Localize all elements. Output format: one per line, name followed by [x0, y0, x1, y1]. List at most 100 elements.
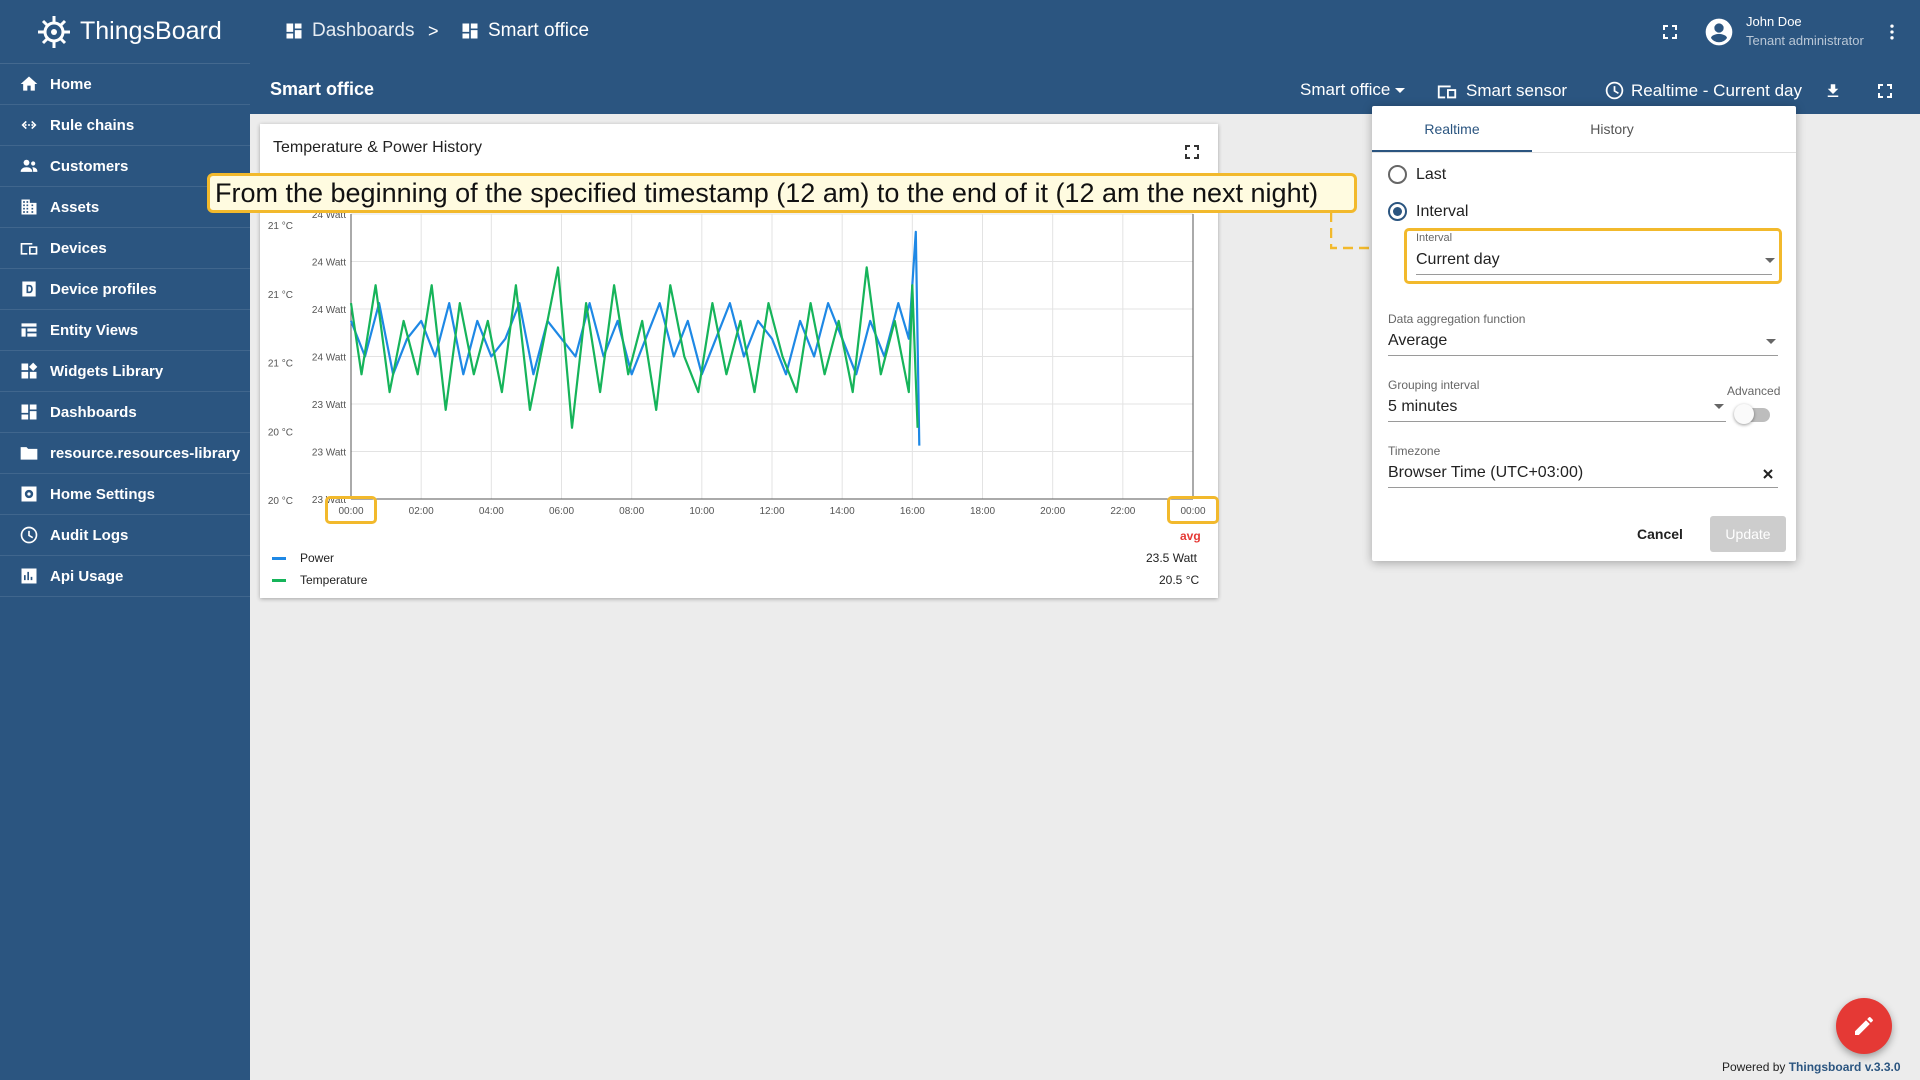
radio-last[interactable]: Last — [1388, 165, 1446, 184]
x-tick-label: 06:00 — [549, 506, 574, 517]
sidebar-item-resources-library[interactable]: resource.resources-library — [0, 433, 250, 474]
breadcrumb-root-label: Dashboards — [312, 20, 415, 41]
update-button[interactable]: Update — [1710, 516, 1786, 552]
sidebar-item-home-settings[interactable]: Home Settings — [0, 474, 250, 515]
user-role: Tenant administrator — [1746, 33, 1864, 48]
dashboards-icon — [462, 23, 478, 39]
entity-alias-button[interactable]: Smart sensor — [1436, 80, 1567, 102]
x-tick-label: 14:00 — [830, 506, 855, 517]
sidebar-item-entity-views[interactable]: Entity Views — [0, 310, 250, 351]
powered-by-link[interactable]: Thingsboard v.3.3.0 — [1788, 1060, 1901, 1074]
y-right-tick-label: 24 Watt — [312, 353, 346, 364]
x-tick-label: 10:00 — [689, 506, 714, 517]
timewindow-button[interactable]: Realtime - Current day — [1604, 80, 1802, 101]
user-info[interactable]: John Doe Tenant administrator — [1746, 14, 1864, 48]
active-tab-indicator — [1372, 150, 1532, 152]
x-tick-label: 04:00 — [479, 506, 504, 517]
field-value: Browser Time (UTC+03:00) — [1388, 464, 1584, 481]
field-underline — [1388, 487, 1778, 488]
sidebar-item-label: Dashboards — [50, 403, 137, 421]
legend-row-power[interactable]: Power — [272, 551, 334, 565]
advanced-toggle-knob[interactable] — [1734, 404, 1754, 424]
sidebar-item-label: Rule chains — [50, 116, 135, 134]
legend-value-power: 23.5 Watt — [1146, 551, 1197, 565]
user-name: John Doe — [1746, 14, 1802, 29]
breadcrumb-separator: > — [428, 21, 439, 41]
nav-list: Home Rule chains Customers Assets Device… — [0, 64, 250, 597]
sidebar-item-customers[interactable]: Customers — [0, 146, 250, 187]
edit-fab-button[interactable] — [1836, 998, 1892, 1054]
sidebar-item-home[interactable]: Home — [0, 64, 250, 105]
sidebar-item-assets[interactable]: Assets — [0, 187, 250, 228]
highlight-interval-field — [1404, 228, 1782, 284]
entity-views-icon — [18, 319, 40, 341]
x-tick-label: 22:00 — [1110, 506, 1135, 517]
sidebar-item-label: Entity Views — [50, 321, 139, 339]
widget-fullscreen-icon[interactable] — [1184, 144, 1200, 160]
sidebar-item-widgets-library[interactable]: Widgets Library — [0, 351, 250, 392]
app-name: ThingsBoard — [80, 17, 222, 45]
dropdown-arrow-icon — [1765, 258, 1775, 263]
home-icon — [18, 73, 40, 95]
field-value: Average — [1388, 332, 1448, 349]
sidebar-item-label: Home Settings — [50, 485, 156, 503]
radio-unchecked-icon — [1388, 165, 1407, 184]
dashboards-icon — [286, 23, 302, 39]
dashboard-title: Smart office — [270, 79, 375, 99]
download-icon[interactable] — [1824, 82, 1842, 100]
sidebar: ThingsBoard Home Rule chains Customers A… — [0, 0, 250, 1080]
fullscreen-icon[interactable] — [1877, 83, 1893, 99]
more-vert-icon[interactable] — [1882, 22, 1902, 42]
legend-swatch — [272, 556, 286, 560]
clear-icon[interactable] — [1762, 468, 1774, 480]
cancel-button[interactable]: Cancel — [1637, 526, 1683, 542]
sidebar-item-api-usage[interactable]: Api Usage — [0, 556, 250, 597]
logo[interactable]: ThingsBoard — [0, 0, 250, 64]
legend-row-temperature[interactable]: Temperature — [272, 573, 367, 587]
tab-realtime[interactable]: Realtime — [1424, 121, 1480, 137]
field-underline — [1388, 355, 1778, 356]
audit-logs-icon — [18, 524, 40, 546]
field-label: Interval — [1416, 232, 1453, 244]
sidebar-item-label: Device profiles — [50, 280, 157, 298]
sidebar-item-label: Customers — [50, 157, 129, 175]
widgets-library-icon — [18, 360, 40, 382]
field-value: 5 minutes — [1388, 398, 1458, 415]
fullscreen-icon[interactable] — [1662, 24, 1678, 40]
devices-icon — [1437, 85, 1457, 99]
dropdown-arrow-icon — [1714, 404, 1724, 409]
legend-name: Power — [300, 551, 335, 565]
series-line-temperature — [349, 266, 919, 429]
x-tick-label: 00:00 — [338, 506, 363, 517]
state-select[interactable]: Smart office — [1300, 80, 1406, 100]
device-profiles-icon — [18, 278, 40, 300]
radio-interval[interactable]: Interval — [1388, 202, 1468, 221]
dashboard-toolbar: Smart office Smart office Smart sensor R… — [250, 64, 1920, 114]
sidebar-item-label: Home — [50, 75, 92, 93]
y-right-tick-label: 24 Watt — [312, 305, 346, 316]
api-usage-icon — [18, 565, 40, 587]
state-select-value: Smart office — [1300, 80, 1391, 99]
sidebar-item-device-profiles[interactable]: Device profiles — [0, 269, 250, 310]
sidebar-item-devices[interactable]: Devices — [0, 228, 250, 269]
timewindow-panel: Realtime History Last Interval Interval … — [1372, 106, 1796, 561]
sidebar-item-audit-logs[interactable]: Audit Logs — [0, 515, 250, 556]
breadcrumb-dashboards[interactable]: Dashboards — [284, 20, 414, 42]
sidebar-item-rule-chains[interactable]: Rule chains — [0, 105, 250, 146]
breadcrumb-current-label: Smart office — [488, 20, 590, 41]
tab-history[interactable]: History — [1590, 121, 1634, 137]
field-value: Current day — [1416, 251, 1500, 268]
radio-label: Interval — [1416, 202, 1469, 220]
timewindow-label: Realtime - Current day — [1631, 80, 1803, 100]
account-icon[interactable] — [1703, 16, 1735, 48]
y-right-tick-label: 23 Watt — [312, 448, 346, 459]
x-tick-label: 08:00 — [619, 506, 644, 517]
sidebar-item-dashboards[interactable]: Dashboards — [0, 392, 250, 433]
dropdown-arrow-icon — [1395, 87, 1406, 93]
clock-icon — [1605, 81, 1624, 100]
powered-by: Powered by Thingsboard v.3.3.0 — [1722, 1060, 1901, 1074]
customers-icon — [18, 155, 40, 177]
legend-name: Temperature — [300, 573, 368, 587]
legend-value-temperature: 20.5 °C — [1159, 573, 1200, 587]
radio-checked-icon — [1388, 202, 1407, 221]
